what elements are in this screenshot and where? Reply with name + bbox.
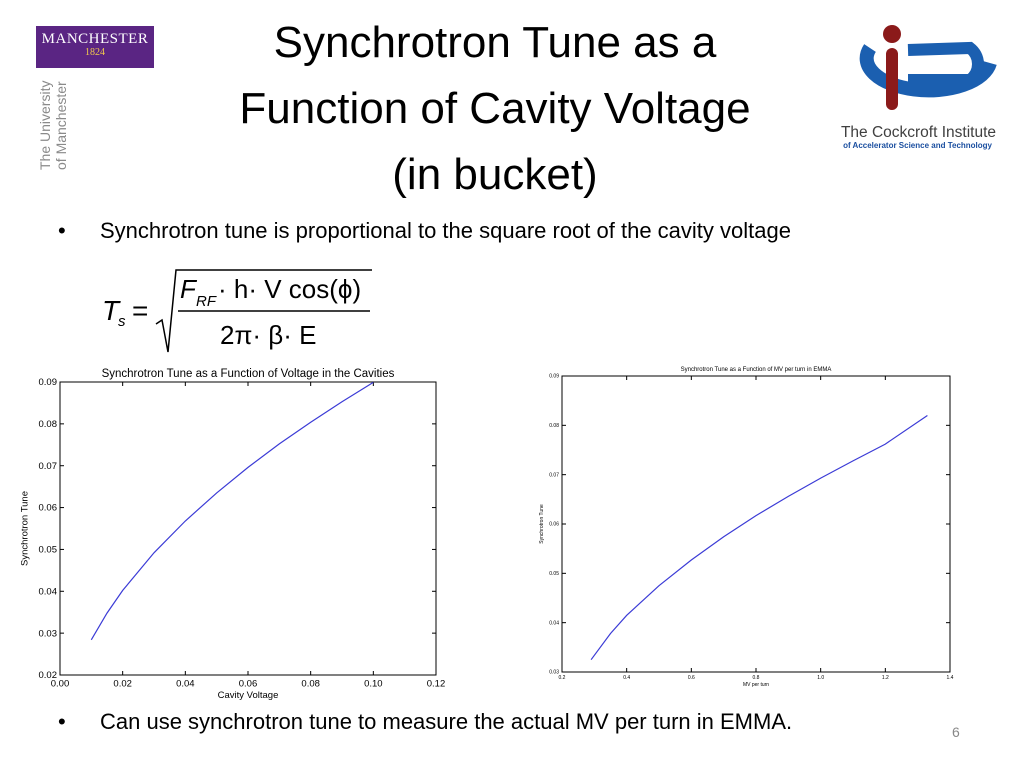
bullet-2: • Can use synchrotron tune to measure the… [58, 709, 792, 735]
y-tick-label: 0.02 [39, 670, 58, 681]
radical-sign [155, 269, 372, 353]
y-axis-label: Synchrotron Tune [539, 504, 545, 544]
university-line1: The University [37, 81, 53, 170]
plot-frame [561, 375, 951, 673]
series-line [90, 381, 374, 641]
y-axis-label: Synchrotron Tune [20, 491, 31, 566]
x-tick-label: 0.04 [176, 679, 195, 690]
bullet-1-text: Synchrotron tune is proportional to the … [100, 218, 791, 243]
formula-lhs: T [102, 295, 121, 326]
y-tick-label: 0.08 [39, 419, 58, 430]
y-tick-label: 0.07 [549, 472, 559, 478]
y-tick-label: 0.07 [39, 461, 58, 472]
bullet-2-text: Can use synchrotron tune to measure the … [100, 709, 793, 734]
cockcroft-name: The Cockcroft Institute [840, 124, 996, 141]
x-axis-label: MV per turn [743, 682, 769, 688]
formula-num-F: F [180, 274, 198, 304]
y-tick-label: 0.04 [549, 620, 559, 626]
title-line-1: Synchrotron Tune as a [273, 18, 717, 67]
y-tick-label: 0.03 [39, 628, 58, 639]
x-tick-label: 1.2 [882, 675, 889, 681]
x-tick-label: 0.02 [113, 679, 131, 690]
cockcroft-subtitle: of Accelerator Science and Technology [843, 141, 992, 150]
x-tick-label: 0.6 [688, 675, 695, 681]
formula-num-F-sub: RF [196, 293, 217, 310]
formula-den: 2π· β· E [220, 320, 316, 350]
cockcroft-logo [830, 18, 1000, 158]
title-line-3: (in bucket) [392, 150, 598, 199]
university-line2: of Manchester [53, 81, 69, 170]
y-tick-label: 0.09 [39, 377, 58, 388]
bullet-2-symbol: • [58, 709, 66, 734]
manchester-logo-word: MANCHESTER [41, 31, 149, 47]
formula-eq: = [132, 295, 148, 326]
y-tick-label: 0.09 [549, 374, 559, 380]
x-tick-label: 0.06 [239, 679, 258, 690]
formula-num-rest: · h· V cos(ϕ) [218, 274, 361, 304]
series-line [590, 415, 928, 661]
plot-frame [59, 381, 437, 676]
y-tick-label: 0.05 [549, 571, 559, 577]
formula-lhs-sub: s [118, 313, 126, 330]
bullet-1: • Synchrotron tune is proportional to the… [58, 218, 791, 244]
manchester-logo-year: 1824 [85, 47, 105, 58]
chart-mv-svg: Synchrotron Tune as a Function of MV per… [539, 367, 954, 688]
x-tick-label: 1.0 [817, 675, 824, 681]
title-line-2: Function of Cavity Voltage [239, 84, 751, 133]
x-tick-label: 0.10 [364, 679, 383, 690]
chart-voltage-svg: Synchrotron Tune as a Function of Voltag… [20, 368, 446, 701]
slide-number: 6 [952, 724, 960, 740]
y-tick-label: 0.04 [39, 586, 58, 597]
bullet-1-symbol: • [58, 218, 66, 243]
chart-title: Synchrotron Tune as a Function of Voltag… [102, 368, 395, 380]
x-tick-label: 0.8 [753, 675, 760, 681]
x-tick-label: 0.4 [623, 675, 630, 681]
x-tick-label: 1.4 [947, 675, 954, 681]
manchester-logo: MANCHESTER 1824 [36, 26, 154, 68]
synchrotron-tune-formula: T s = F RF · h· V cos(ϕ) 2π· β· E [96, 266, 396, 356]
y-tick-label: 0.08 [549, 423, 559, 429]
x-tick-label: 0.08 [301, 679, 320, 690]
y-tick-label: 0.03 [549, 670, 559, 676]
y-tick-label: 0.06 [39, 503, 58, 514]
y-tick-label: 0.06 [549, 522, 559, 528]
chart-title: Synchrotron Tune as a Function of MV per… [681, 367, 832, 373]
slide-title: Synchrotron Tune as a Function of Cavity… [170, 20, 820, 198]
y-tick-label: 0.05 [39, 545, 58, 556]
x-tick-label: 0.2 [559, 675, 566, 681]
x-tick-label: 0.12 [427, 679, 446, 690]
x-tick-label: 0.00 [51, 679, 70, 690]
x-axis-label: Cavity Voltage [218, 690, 279, 701]
chart-mv-per-turn: Synchrotron Tune as a Function of MV per… [530, 366, 960, 688]
university-vertical-text: The University of Manchester [36, 72, 72, 172]
chart-voltage: Synchrotron Tune as a Function of Voltag… [14, 362, 454, 702]
